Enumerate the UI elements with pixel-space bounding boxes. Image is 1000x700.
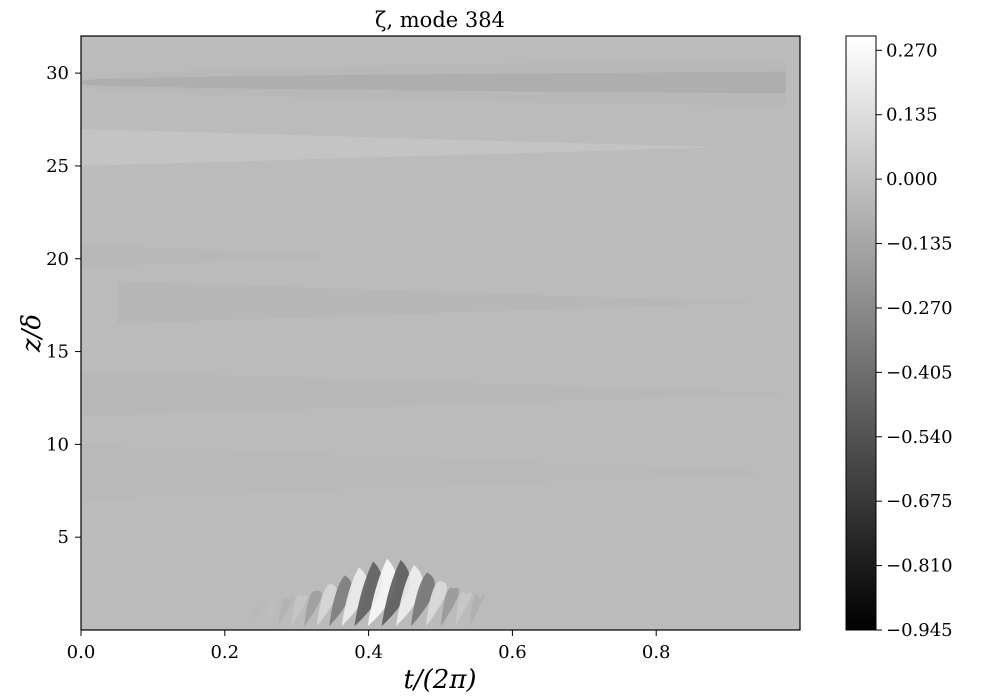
x-axis: 0.0 0.2 0.4 0.6 0.8 (67, 630, 671, 663)
wave-lobe (440, 587, 460, 627)
y-tick-label: 25 (46, 156, 69, 177)
colorbar (845, 35, 877, 631)
y-axis: 5 10 15 20 25 30 (46, 63, 81, 548)
y-tick-label: 5 (58, 527, 69, 548)
wave-lobe (291, 595, 308, 627)
x-tick-label: 0.2 (210, 642, 239, 663)
wave-lobe (367, 558, 397, 627)
y-tick-label: 10 (46, 434, 69, 455)
x-tick-label: 0.0 (67, 642, 96, 663)
wave-lobe (237, 600, 251, 627)
wave-lobe (410, 572, 435, 627)
wave-lobe (425, 580, 448, 627)
y-tick-label: 20 (46, 249, 69, 270)
colorbar-tick-label: −0.270 (886, 298, 953, 319)
colorbar-tick-label: −0.540 (886, 427, 953, 448)
wave-lobe (264, 599, 279, 627)
wave-lobe (341, 567, 368, 627)
wave-lobe (396, 564, 423, 627)
heatmap-band (81, 370, 800, 417)
wave-lobe (329, 575, 353, 627)
colorbar-tick-label: −0.810 (886, 556, 953, 577)
wave-lobe (316, 583, 337, 627)
jet-core (81, 71, 786, 94)
chart-title: ζ, mode 384 (375, 8, 505, 32)
wave-lobe (224, 601, 238, 627)
colorbar-tick-label: −0.675 (886, 491, 953, 512)
wave-lobe (210, 601, 224, 627)
wave-lobe (278, 597, 293, 627)
heatmap-band (81, 243, 348, 269)
y-tick-label: 30 (46, 63, 69, 84)
colorbar-tick-label: −0.135 (886, 234, 953, 255)
colorbar-tick-label: 0.135 (886, 105, 938, 126)
y-tick-label: 15 (46, 342, 69, 363)
colorbar-tick-label: 0.270 (886, 40, 938, 61)
x-tick-label: 0.4 (354, 642, 383, 663)
x-tick-label: 0.6 (498, 642, 527, 663)
heatmap-band (116, 281, 765, 324)
x-axis-label: t/(2π) (403, 665, 476, 695)
colorbar-tick-label: −0.945 (886, 620, 953, 641)
heatmap-field (81, 36, 800, 630)
wave-lobe (196, 601, 210, 627)
y-axis-label: z/δ (17, 314, 47, 353)
heatmap-band (81, 444, 800, 501)
wave-lobe (455, 592, 472, 627)
wave-lobe (304, 590, 322, 627)
plot-frame (80, 35, 801, 631)
colorbar-axis: 0.270 0.135 0.000 −0.135 −0.270 −0.405 −0.540 −… (876, 40, 953, 641)
x-tick-label: 0.8 (642, 642, 671, 663)
heatmap-background (81, 36, 800, 630)
wave-lobe (183, 601, 196, 627)
colorbar-tick-label: 0.000 (886, 169, 938, 190)
heatmap-band (81, 128, 721, 166)
colorbar-tick-label: −0.405 (886, 362, 953, 383)
wave-lobe (469, 594, 485, 627)
wave-lobe (251, 600, 265, 627)
wave-lobe (354, 561, 383, 627)
wave-lobe (381, 559, 410, 627)
